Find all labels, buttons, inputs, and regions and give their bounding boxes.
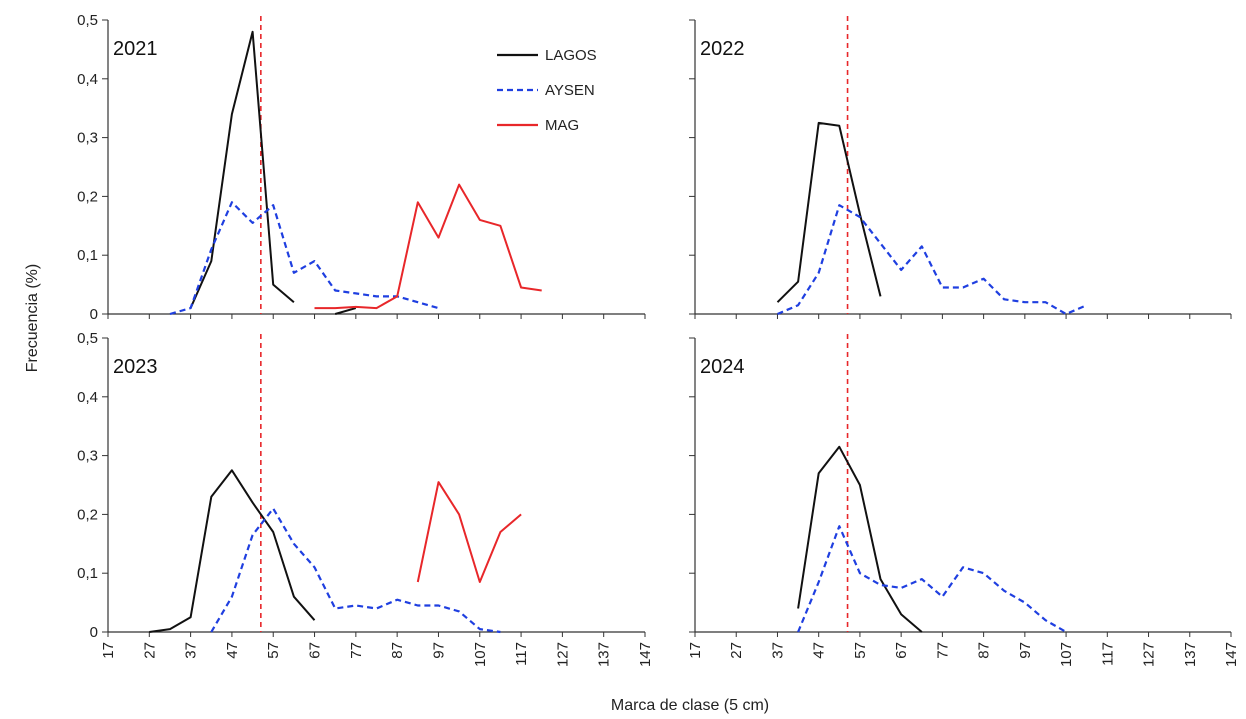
series-line-lagos-2023: [149, 469, 316, 633]
panel-2024: 17 27 37 47 57 67 77 87 97 107 117 127 137 147 2024: [687, 334, 1240, 667]
y-tick-label: 0,1: [77, 247, 98, 264]
series-line-lagos-2021: [189, 30, 295, 309]
y-tick-label: 0,4: [77, 71, 98, 88]
y-tick-label: 0,4: [77, 389, 98, 406]
panel-year-label: 2022: [700, 38, 745, 60]
y-tick-label: 0: [90, 306, 98, 323]
x-tick-label: 47: [811, 642, 828, 659]
y-axis-title: Frecuencia (%): [24, 264, 41, 372]
y-tick-label: 0,3: [77, 448, 98, 465]
x-tick-label: 117: [1099, 642, 1116, 666]
x-tick-label: 137: [596, 642, 613, 667]
x-tick-label: 37: [183, 642, 200, 659]
x-tick-label: 107: [1058, 642, 1075, 667]
y-tick-label: 0,2: [77, 506, 98, 523]
series-line-lagos-2021: [334, 307, 357, 315]
panel-2022: 2022: [689, 16, 1232, 319]
x-tick-label: 77: [934, 642, 951, 659]
x-tick-label: 147: [637, 642, 654, 667]
panel-2023: 0 0,1 0,2 0,3 0,4 0,5 17 27 37 47 57 67 77 87 97 107 117…: [77, 330, 654, 667]
x-tick-label: 47: [224, 642, 241, 659]
x-tick-label: 87: [389, 642, 406, 659]
series-line-aysen-2021: [169, 201, 439, 316]
legend-label-aysen: AYSEN: [545, 82, 595, 99]
x-axis-title: Marca de clase (5 cm): [611, 697, 769, 714]
x-tick-label: 67: [307, 642, 324, 659]
x-tick-label: 57: [852, 642, 869, 659]
panel-year-label: 2021: [113, 38, 158, 60]
x-tick-label: 127: [554, 642, 571, 667]
x-tick-label: 77: [348, 642, 365, 659]
x-tick-label: 137: [1182, 642, 1199, 667]
series-line-mag-2021: [314, 183, 542, 310]
x-tick-label: 37: [769, 642, 786, 659]
legend: LAGOS AYSEN MAG: [497, 47, 597, 134]
series-line-aysen-2022: [777, 204, 1088, 316]
panel-year-label: 2024: [700, 356, 745, 378]
x-tick-label: 17: [687, 642, 704, 659]
legend-label-mag: MAG: [545, 117, 579, 134]
x-tick-label: 17: [100, 642, 117, 659]
y-tick-label: 0,2: [77, 188, 98, 205]
x-tick-label: 27: [141, 642, 158, 659]
panel-year-label: 2023: [113, 356, 158, 378]
x-tick-label: 87: [976, 642, 993, 659]
y-tick-label: 0,3: [77, 130, 98, 147]
x-tick-label: 27: [728, 642, 745, 659]
series-line-mag-2023: [416, 481, 522, 583]
y-tick-label: 0,1: [77, 565, 98, 582]
x-tick-label: 97: [1017, 642, 1034, 659]
series-line-aysen-2024: [797, 525, 1067, 633]
x-tick-label: 107: [472, 642, 489, 667]
x-tick-label: 57: [265, 642, 282, 659]
panels-group: 0 0,1 0,2 0,3 0,4 0,5 2021 LAGOS AYSEN MAG 2022 0 0,…: [77, 12, 1240, 667]
y-tick-label: 0,5: [77, 12, 98, 29]
y-tick-label: 0: [90, 624, 98, 641]
x-tick-label: 127: [1141, 642, 1158, 667]
x-tick-label: 117: [513, 642, 530, 666]
series-line-lagos-2024: [797, 445, 923, 633]
x-tick-label: 67: [893, 642, 910, 659]
x-tick-label: 147: [1223, 642, 1240, 667]
x-tick-label: 97: [430, 642, 447, 659]
y-tick-label: 0,5: [77, 330, 98, 347]
panel-2021: 0 0,1 0,2 0,3 0,4 0,5 2021 LAGOS AYSEN MAG: [77, 12, 646, 323]
series-line-lagos-2022: [776, 121, 882, 303]
legend-label-lagos: LAGOS: [545, 47, 597, 64]
